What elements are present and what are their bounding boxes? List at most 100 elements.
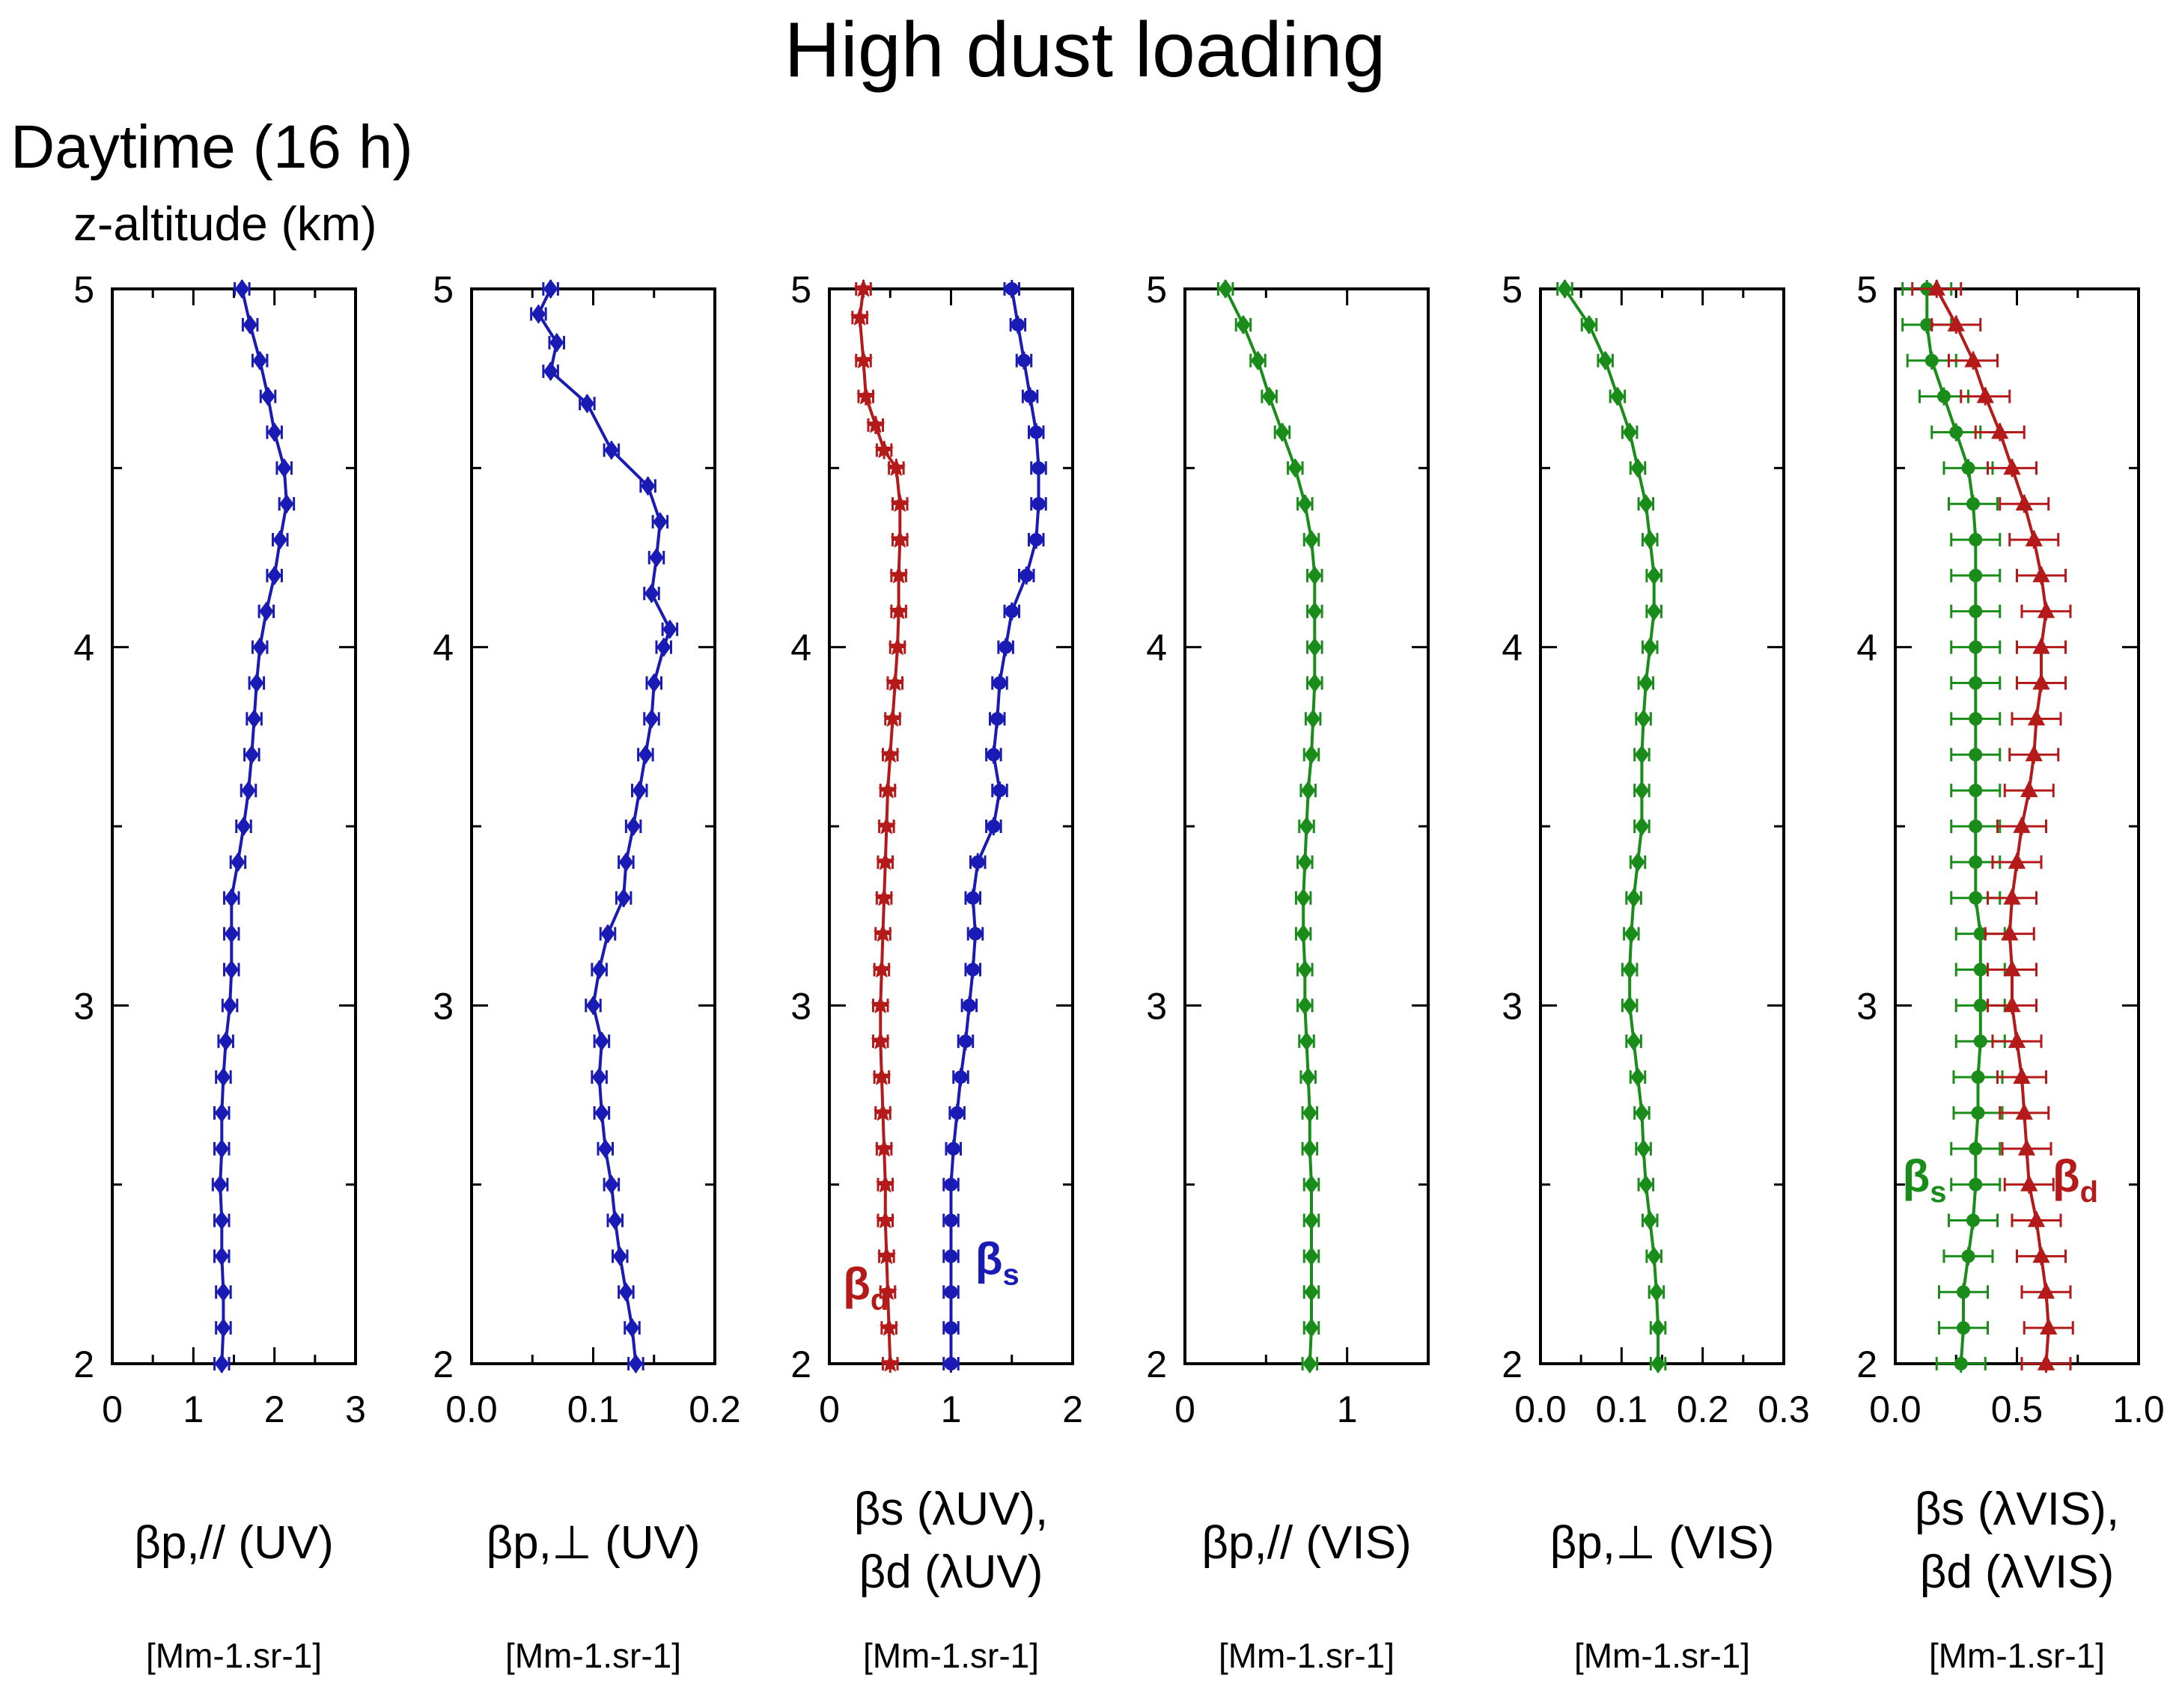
data-point [592,1067,607,1087]
data-point [878,1282,897,1301]
data-point [877,1246,897,1265]
data-point [853,350,874,369]
data-point [579,394,594,414]
data-point [1005,282,1019,296]
series--d [850,278,909,1373]
data-point [1634,745,1650,765]
data-point [1275,422,1290,442]
x-axis-label-line: βs (λVIS), [1914,1483,2120,1535]
data-point [1031,461,1046,475]
data-point [1976,386,1994,403]
data-point [853,278,874,297]
x-axis-units: [Mm-1.sr-1] [1218,1636,1395,1675]
data-point [641,476,656,496]
data-point [224,924,239,944]
series--d [1911,278,2074,1373]
data-point [886,457,906,477]
y-tick-label: 5 [433,269,454,311]
y-tick-label: 5 [1146,269,1167,311]
series--p-uv [211,279,296,1373]
data-point [277,458,292,478]
series-line [219,288,288,1364]
x-tick-label: 1 [183,1388,204,1430]
x-axis-units: [Mm-1.sr-1] [1573,1636,1751,1675]
data-point [1920,317,1934,332]
data-point [656,637,671,657]
data-point [214,1210,229,1230]
data-point [2013,1067,2031,1084]
data-point [1973,927,1987,941]
panel-1: 2 3 4 5 0 1 2 3 [73,269,366,1430]
y-tick-label: 3 [790,985,811,1027]
data-point [987,820,1001,833]
data-point [888,637,907,656]
data-point [1969,1177,1983,1192]
data-point [1301,781,1316,800]
data-point [889,565,909,584]
data-point [279,494,294,514]
data-point [971,855,985,869]
plot-frame [1539,287,1785,1365]
data-point [592,960,607,980]
data-point [213,1174,228,1195]
data-point [224,960,239,980]
x-tick-label: 2 [1062,1388,1083,1430]
data-point [889,601,909,620]
data-point [944,1213,958,1227]
data-point [219,1031,234,1052]
data-point [1647,566,1662,585]
panel-2: 2 3 4 5 0.0 0.1 0.2 [433,269,741,1430]
data-point [1582,315,1597,335]
data-point [1966,1213,1980,1227]
data-point [1651,1354,1665,1373]
data-point [1961,461,1975,475]
data-point [216,1282,231,1302]
data-point [2008,1031,2026,1049]
data-point [1236,315,1251,335]
x-tick-label: 0 [102,1388,123,1430]
y-axis-label: z-altitude (km) [73,197,377,251]
y-tick-label: 3 [1856,985,1877,1027]
y-tick-label: 2 [73,1343,94,1385]
data-point [626,817,641,836]
data-point [214,1103,229,1123]
data-point [246,709,262,729]
data-point [962,998,976,1013]
x-tick-label: 1 [941,1388,962,1430]
data-point [1969,820,1983,833]
y-tick-label: 2 [1856,1343,1877,1385]
data-point [987,748,1001,762]
data-point [850,307,870,326]
x-axis-label-line: βs (λUV), [853,1483,1049,1535]
x-axis-label: βp,⊥ (UV) [486,1517,701,1569]
data-point [1307,637,1322,657]
plot-frame [470,287,716,1365]
data-point [1924,353,1939,367]
data-point [1647,1246,1662,1266]
data-point [1964,350,1982,367]
data-point [618,1282,633,1302]
data-point [1969,712,1983,726]
x-tick-label: 0.3 [1758,1388,1810,1430]
data-point [260,386,275,406]
data-point [880,744,900,763]
y-tick-label: 5 [1856,269,1877,311]
data-point [1642,530,1657,549]
y-tick-label: 3 [433,985,454,1027]
data-point [2003,458,2021,475]
data-point [2008,852,2026,869]
data-point [1973,1034,1987,1049]
data-point [2015,494,2033,511]
data-point [1622,422,1637,442]
data-point [874,888,894,906]
data-point [1017,353,1031,367]
data-point [272,530,287,549]
y-tick-label: 2 [790,1343,811,1385]
series--p-vis [1556,279,1667,1373]
data-point [2003,995,2021,1013]
data-point [234,279,249,299]
data-point [612,1246,627,1266]
data-point [954,1070,968,1085]
data-point [1250,350,1266,370]
data-point [1626,888,1642,908]
